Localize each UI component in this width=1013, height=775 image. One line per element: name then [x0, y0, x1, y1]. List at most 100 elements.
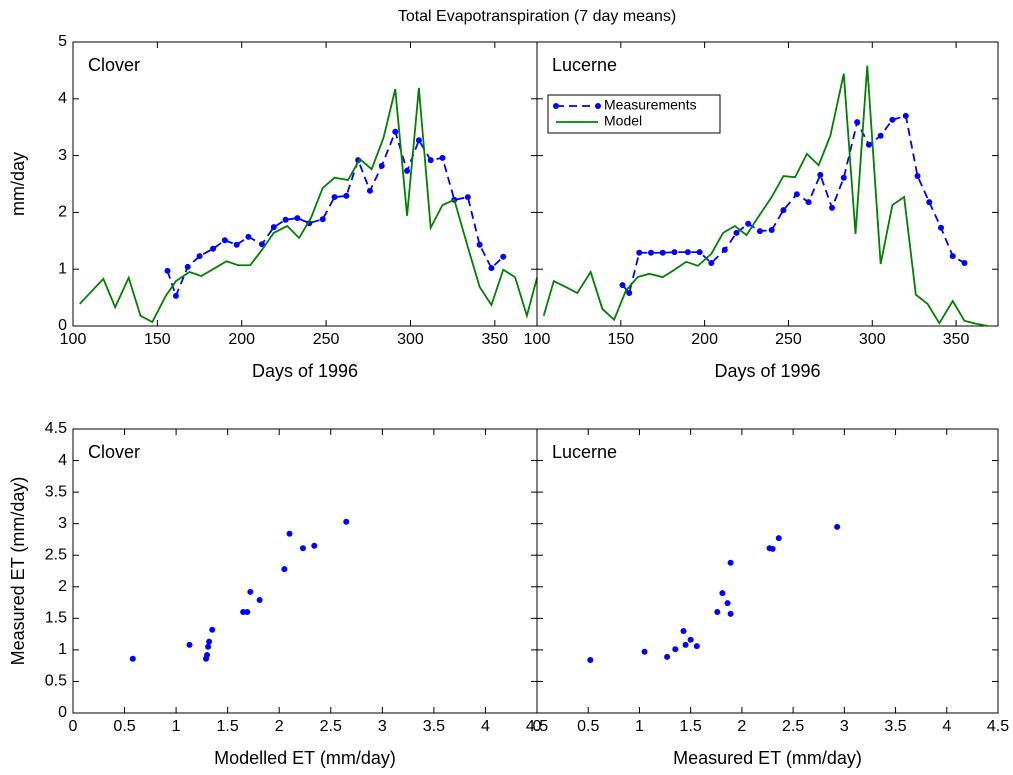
data-point: [684, 249, 691, 256]
y-tick-label: 0: [58, 317, 67, 334]
y-tick-label: 1: [58, 260, 67, 277]
x-tick-label: 300: [859, 331, 886, 348]
data-point: [671, 249, 678, 256]
x-tick-label: 0: [533, 718, 542, 735]
data-point: [719, 590, 726, 597]
data-point: [769, 545, 776, 552]
data-point: [745, 220, 752, 227]
data-point: [834, 523, 841, 530]
data-point: [641, 648, 648, 655]
data-point: [129, 655, 136, 662]
data-point: [926, 199, 933, 206]
x-tick-label: 300: [397, 331, 424, 348]
data-point: [721, 246, 728, 253]
panel-label: Lucerne: [552, 442, 617, 462]
data-point: [343, 192, 350, 199]
data-point: [270, 224, 277, 231]
data-point: [714, 609, 721, 616]
data-point: [205, 643, 212, 650]
data-point: [854, 119, 861, 126]
x-tick-label: 0.5: [113, 718, 135, 735]
y-tick-label: 0: [58, 704, 67, 721]
data-point: [938, 224, 945, 231]
data-point: [311, 542, 318, 549]
legend-box: [547, 94, 721, 134]
data-point: [258, 241, 265, 248]
x-axis-label: Days of 1996: [252, 361, 358, 381]
data-point: [733, 229, 740, 236]
data-point: [817, 171, 824, 178]
data-point: [221, 237, 228, 244]
data-point: [949, 253, 956, 260]
x-tick-label: 3.5: [884, 718, 906, 735]
data-point: [693, 643, 700, 650]
data-point: [840, 174, 847, 181]
data-point: [682, 641, 689, 648]
data-point: [727, 559, 734, 566]
series-line: [166, 129, 504, 299]
x-tick-label: 2: [275, 718, 284, 735]
x-tick-label: 100: [60, 331, 87, 348]
panel-label: Clover: [88, 442, 140, 462]
data-point: [247, 588, 254, 595]
data-point: [233, 241, 240, 248]
plot-frame: [72, 428, 538, 714]
y-tick-label: 2.5: [45, 546, 67, 563]
data-point: [331, 194, 338, 201]
data-point: [343, 518, 350, 525]
y-tick-label: 1.5: [45, 610, 67, 627]
legend-label: Model: [604, 113, 642, 129]
data-point: [186, 641, 193, 648]
data-point: [196, 253, 203, 260]
data-point: [636, 249, 643, 256]
x-axis-label: Days of 1996: [714, 361, 820, 381]
x-tick-label: 4: [481, 718, 490, 735]
x-tick-label: 1.5: [680, 718, 702, 735]
data-point: [877, 132, 884, 139]
data-point: [206, 638, 213, 645]
y-tick-label: 3: [58, 515, 67, 532]
data-point: [756, 228, 763, 235]
legend-marker: [595, 103, 601, 109]
x-axis-label: Modelled ET (mm/day): [214, 748, 396, 768]
legend-label: Measurements: [604, 97, 697, 113]
data-point: [286, 530, 293, 537]
x-tick-label: 250: [775, 331, 802, 348]
data-point: [204, 651, 211, 658]
y-axis-label: mm/day: [8, 152, 28, 216]
x-tick-label: 2: [737, 718, 746, 735]
data-point: [805, 199, 812, 206]
data-point: [294, 215, 301, 222]
x-tick-label: 200: [691, 331, 718, 348]
x-tick-label: 350: [943, 331, 970, 348]
y-tick-label: 0.5: [45, 673, 67, 690]
y-tick-label: 2: [58, 578, 67, 595]
x-tick-label: 3: [840, 718, 849, 735]
data-point: [914, 173, 921, 180]
data-point: [727, 610, 734, 617]
data-point: [780, 207, 787, 214]
data-point: [281, 566, 288, 573]
x-tick-label: 3.5: [423, 718, 445, 735]
y-tick-label: 4.5: [45, 420, 67, 437]
x-tick-label: 150: [607, 331, 634, 348]
y-tick-label: 5: [58, 33, 67, 50]
data-point: [172, 292, 179, 299]
y-axis-label: Measured ET (mm/day): [8, 477, 28, 666]
x-tick-label: 0.5: [577, 718, 599, 735]
x-tick-label: 350: [481, 331, 508, 348]
plot-frame: [536, 41, 999, 327]
data-point: [829, 204, 836, 211]
x-tick-label: 1: [172, 718, 181, 735]
data-point: [256, 597, 263, 604]
data-point: [282, 216, 289, 223]
data-point: [793, 191, 800, 198]
data-point: [889, 116, 896, 123]
data-point: [775, 535, 782, 542]
plot-frame: [72, 41, 538, 327]
data-point: [500, 253, 507, 260]
panel-label: Lucerne: [552, 55, 617, 75]
data-point: [587, 656, 594, 663]
x-tick-label: 3: [378, 718, 387, 735]
data-point: [240, 609, 247, 616]
